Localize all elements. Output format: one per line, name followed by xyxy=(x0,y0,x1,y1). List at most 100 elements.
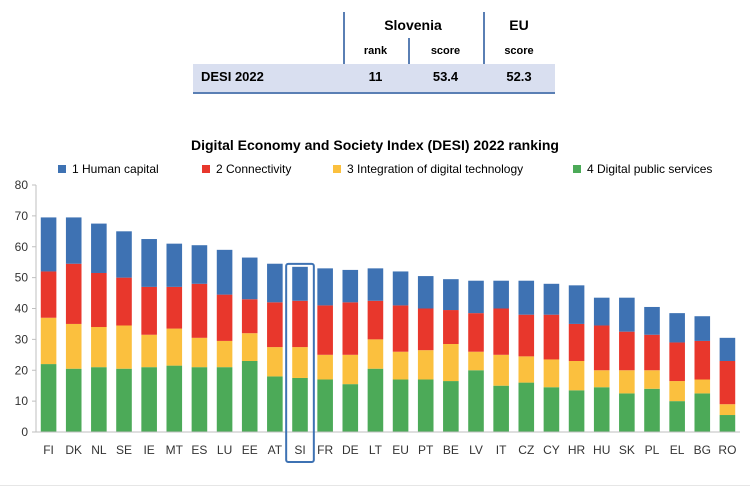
summary-table: Slovenia EU rank score score DESI 2022 1… xyxy=(193,12,555,94)
bar-at-public-services xyxy=(267,376,283,432)
slovenia-header: Slovenia xyxy=(384,17,442,33)
bar-at-connectivity xyxy=(267,302,283,348)
bar-ro-integration xyxy=(719,404,736,416)
bar-it-integration xyxy=(493,354,509,386)
bar-se-human-capital xyxy=(116,231,132,278)
bar-ie-integration xyxy=(141,334,157,368)
bar-es-connectivity xyxy=(191,283,208,338)
bar-dk-connectivity xyxy=(65,263,82,324)
x-tick-label-ie: IE xyxy=(143,443,154,457)
bar-stacks xyxy=(40,217,736,433)
chart-legend: 1 Human capital 2 Connectivity 3 Integra… xyxy=(0,160,750,180)
bar-sk-human-capital xyxy=(619,297,635,332)
bar-eu-connectivity xyxy=(392,305,409,352)
bar-se-public-services xyxy=(116,368,132,432)
x-tick-label-cy: CY xyxy=(543,443,560,457)
legend-item-public-services: 4 Digital public services xyxy=(573,162,712,176)
chart-title: Digital Economy and Society Index (DESI)… xyxy=(191,137,559,153)
bar-lt-human-capital xyxy=(367,268,384,301)
y-tick-label: 40 xyxy=(15,302,29,316)
rank-subheader: rank xyxy=(363,45,388,57)
x-tick-label-hu: HU xyxy=(593,443,610,457)
bar-pt-public-services xyxy=(417,379,434,432)
bar-lv-integration xyxy=(468,351,484,371)
x-tick-label-fi: FI xyxy=(43,443,54,457)
x-tick-label-mt: MT xyxy=(166,443,184,457)
bar-pt-integration xyxy=(417,350,434,380)
x-tick-label-sk: SK xyxy=(619,443,635,457)
legend-swatch-connectivity xyxy=(202,165,210,173)
bar-cz-public-services xyxy=(518,382,535,432)
legend-item-human-capital: 1 Human capital xyxy=(58,162,159,176)
x-axis: FI DK NL SE IE MT ES LU EE AT SI FR DE LT EU PT BE LV IT CZ… xyxy=(36,431,740,457)
bar-hu-connectivity xyxy=(593,325,610,371)
bar-lv-public-services xyxy=(468,370,484,432)
bar-de-connectivity xyxy=(342,302,359,355)
legend-item-integration: 3 Integration of digital technology xyxy=(333,162,523,176)
si-rank-value: 11 xyxy=(368,69,383,84)
bar-lu-public-services xyxy=(216,367,233,432)
bar-lu-integration xyxy=(216,340,233,368)
legend-label-human-capital: 1 Human capital xyxy=(72,162,159,176)
bar-lu-connectivity xyxy=(216,294,233,341)
y-tick-label: 30 xyxy=(15,332,29,346)
y-tick-label: 70 xyxy=(15,209,29,223)
bar-mt-connectivity xyxy=(166,286,183,329)
bar-eu-human-capital xyxy=(392,271,409,306)
bar-lt-connectivity xyxy=(367,300,384,340)
bar-it-public-services xyxy=(493,385,509,432)
x-tick-label-pt: PT xyxy=(418,443,434,457)
bar-el-human-capital xyxy=(669,313,685,343)
eu-header: EU xyxy=(509,17,529,33)
bar-mt-human-capital xyxy=(166,243,183,287)
bar-cz-integration xyxy=(518,356,535,383)
bar-el-public-services xyxy=(669,401,685,433)
bar-ee-human-capital xyxy=(241,257,258,300)
legend-label-connectivity: 2 Connectivity xyxy=(216,162,292,176)
bar-pt-connectivity xyxy=(417,308,434,351)
divider-country xyxy=(343,12,345,64)
bar-be-human-capital xyxy=(443,279,459,311)
bar-be-connectivity xyxy=(443,310,459,344)
legend-item-connectivity: 2 Connectivity xyxy=(202,162,291,176)
x-tick-label-ee: EE xyxy=(242,443,258,457)
bar-eu-integration xyxy=(392,351,409,380)
x-tick-label-at: AT xyxy=(268,443,283,457)
bar-sk-public-services xyxy=(619,393,635,432)
bar-cz-connectivity xyxy=(518,314,535,357)
bar-bg-human-capital xyxy=(694,316,711,341)
bar-lu-human-capital xyxy=(216,249,233,295)
x-tick-label-de: DE xyxy=(342,443,359,457)
legend-swatch-human-capital xyxy=(58,165,66,173)
bar-bg-integration xyxy=(694,379,711,394)
x-tick-label-pl: PL xyxy=(645,443,660,457)
bar-si-integration xyxy=(292,347,308,378)
bar-es-public-services xyxy=(191,367,208,432)
bar-ee-public-services xyxy=(241,360,258,432)
bar-de-human-capital xyxy=(342,269,359,303)
si-score-value: 53.4 xyxy=(432,69,459,84)
bar-pl-connectivity xyxy=(644,334,660,371)
bar-dk-human-capital xyxy=(65,217,82,264)
eu-score-value: 52.3 xyxy=(506,69,532,84)
y-tick-label: 0 xyxy=(21,425,28,439)
x-tick-label-dk: DK xyxy=(65,443,82,457)
bar-de-integration xyxy=(342,354,359,385)
bar-nl-public-services xyxy=(91,367,107,432)
bar-cz-human-capital xyxy=(518,280,535,315)
bar-be-public-services xyxy=(443,381,459,432)
bar-nl-integration xyxy=(91,327,107,368)
y-tick-label: 20 xyxy=(15,363,29,377)
bar-hr-public-services xyxy=(568,390,585,432)
bar-ie-connectivity xyxy=(141,286,157,335)
eu-score-subheader: score xyxy=(504,45,534,57)
bar-ro-public-services xyxy=(719,415,736,432)
legend-swatch-public-services xyxy=(573,165,581,173)
bar-fr-human-capital xyxy=(317,268,333,306)
bar-fi-public-services xyxy=(40,364,57,432)
highlight-layer xyxy=(285,262,315,463)
bar-si-connectivity xyxy=(292,300,308,348)
bar-se-connectivity xyxy=(116,277,132,326)
bar-hr-connectivity xyxy=(568,323,585,361)
legend-label-public-services: 4 Digital public services xyxy=(587,162,713,176)
